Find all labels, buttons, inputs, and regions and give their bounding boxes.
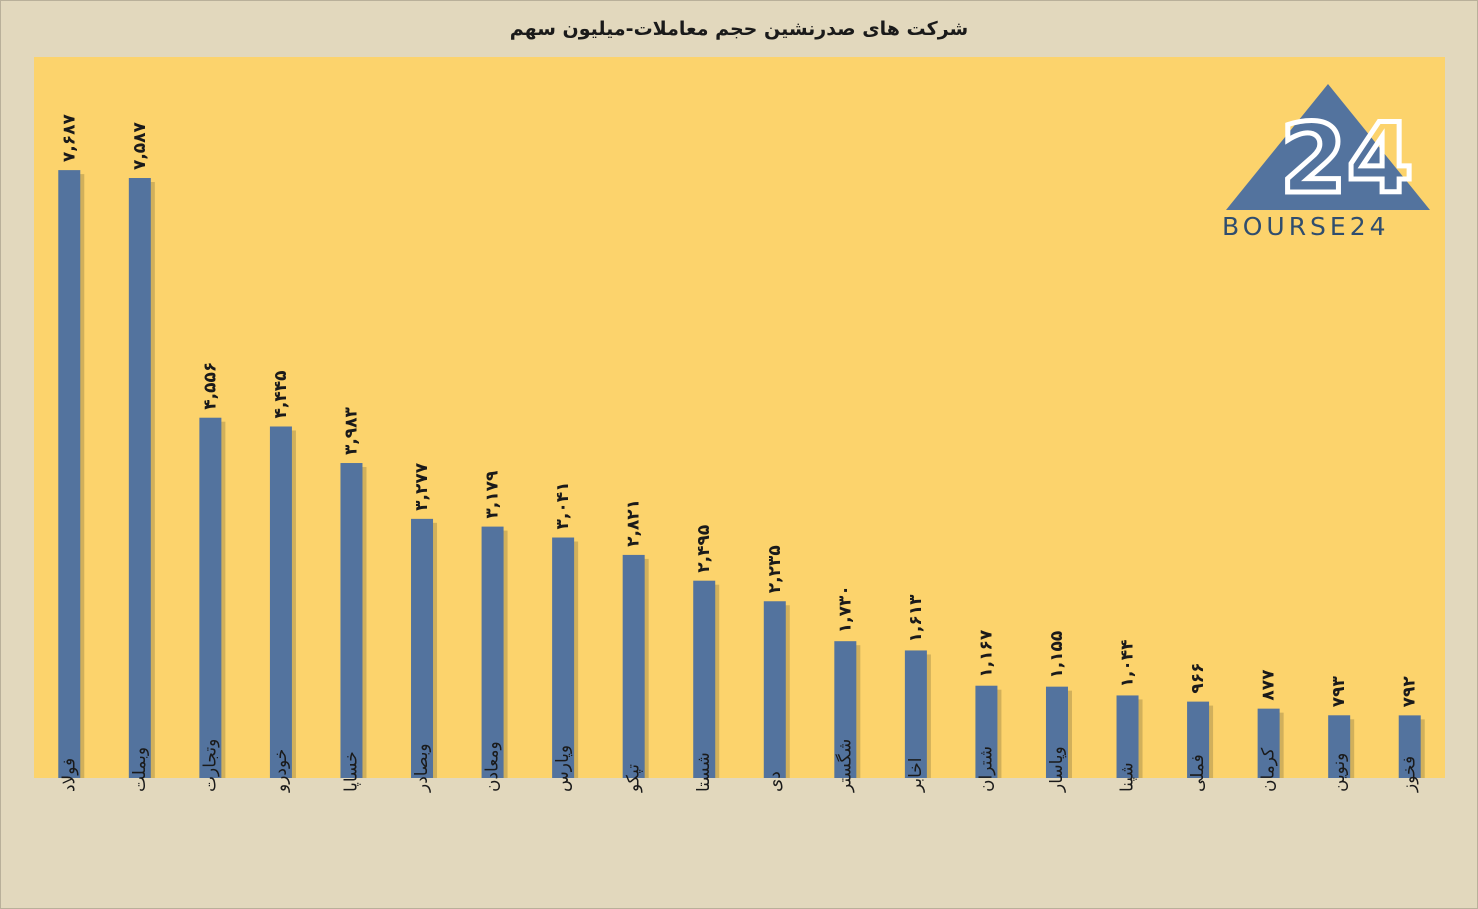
bar <box>58 170 81 778</box>
category-labels-layer: فولاد وبملت وتجارت خودرو خساپا وبصادر ومعادن وپ… <box>59 739 1419 793</box>
bar <box>1045 686 1068 778</box>
value-label: ۳,۹۸۳ <box>341 406 361 455</box>
value-label: ۳,۰۴۱ <box>553 482 573 530</box>
bar <box>128 178 151 779</box>
category-label: خودرو <box>271 749 291 793</box>
value-label: ۲,۸۲۱ <box>624 499 644 547</box>
value-label: ۱,۰۴۴ <box>1118 639 1138 687</box>
category-label: شپنا <box>1118 762 1138 792</box>
bar <box>763 601 786 778</box>
value-label: ۷,۵۸۷ <box>130 121 150 170</box>
category-label: ونوین <box>1329 753 1349 792</box>
bar <box>904 650 927 778</box>
bourse24-logo: 24 <box>1226 84 1430 218</box>
category-label: شگستر <box>834 739 855 793</box>
value-label: ۷۹۳ <box>1329 676 1349 708</box>
bar <box>1328 715 1351 778</box>
bar <box>269 426 292 778</box>
bar <box>834 641 857 778</box>
bar <box>552 537 575 778</box>
bar <box>199 417 222 778</box>
bar <box>411 518 434 778</box>
bar <box>340 463 363 778</box>
category-label: وتجارت <box>200 739 220 792</box>
category-label: ومعادن <box>483 741 503 792</box>
category-label: اخابر <box>906 757 926 793</box>
bar <box>481 526 504 778</box>
plot-area <box>34 57 1445 778</box>
value-label: ۸۷۷ <box>1259 669 1279 701</box>
value-label: ۱,۶۱۳ <box>906 594 926 643</box>
category-label: تپکو <box>624 764 644 793</box>
value-label: ۲,۴۹۵ <box>694 525 714 573</box>
logo-text: BOURSE24 <box>1222 212 1390 241</box>
category-label: شستا <box>694 752 714 792</box>
chart-title: شرکت های صدرنشین حجم معاملات-میلیون سهم <box>509 18 969 40</box>
value-label: ۷,۶۸۷ <box>59 114 79 163</box>
bar <box>693 580 716 778</box>
value-label: ۳,۲۷۷ <box>412 462 432 511</box>
category-label: وبصادر <box>412 743 432 793</box>
category-label: کرمان <box>1259 747 1279 792</box>
value-label: ۱,۱۶۷ <box>976 629 996 678</box>
bar <box>1187 701 1210 778</box>
value-labels-layer: ۷,۶۸۷ ۷,۵۸۷ ۴,۵۵۶ ۴,۴۴۵ ۳,۹۸۳ ۳,۲۷۷ ۳,۱۷۹ ۳,۰۴۱… <box>59 114 1419 708</box>
value-label: ۷۹۲ <box>1400 676 1420 708</box>
value-label: ۹۶۶ <box>1188 662 1208 693</box>
logo-number: 24 <box>1280 103 1414 215</box>
category-label: شتران <box>976 746 996 792</box>
value-label: ۳,۱۷۹ <box>483 470 503 519</box>
bar <box>1116 695 1139 778</box>
value-label: ۲,۲۳۵ <box>765 545 785 593</box>
category-label: دی <box>765 771 785 792</box>
category-label: وپاسار <box>1047 746 1067 793</box>
bars-layer <box>58 170 1425 779</box>
category-label: فملی <box>1188 754 1208 792</box>
category-label: فولاد <box>59 758 79 792</box>
logo-triangle <box>1226 84 1430 210</box>
bar <box>1257 708 1280 778</box>
category-label: وبملت <box>130 747 150 792</box>
value-label: ۴,۴۴۵ <box>271 371 291 419</box>
category-label: فخوز <box>1400 756 1420 793</box>
value-label: ۴,۵۵۶ <box>200 362 220 410</box>
value-label: ۱,۷۳۰ <box>835 585 855 633</box>
bar <box>1398 715 1421 778</box>
value-label: ۱,۱۵۵ <box>1047 631 1067 679</box>
category-label: خساپا <box>341 751 361 792</box>
category-label: وپارس <box>553 745 573 792</box>
bar <box>975 685 998 778</box>
bar <box>622 554 645 778</box>
